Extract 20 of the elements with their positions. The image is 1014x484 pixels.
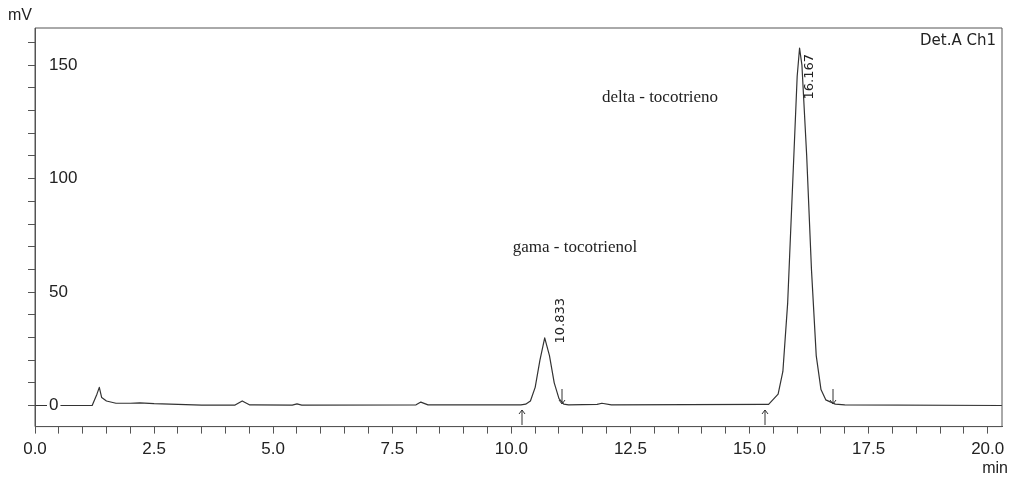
x-tick-label: 7.5 xyxy=(380,439,405,459)
x-tick-label: 10.0 xyxy=(494,439,528,459)
x-tick-label: 17.5 xyxy=(852,439,886,459)
y-axis-title: mV xyxy=(8,6,33,24)
y-tick-label: 50 xyxy=(49,281,68,301)
y-tick-label: 150 xyxy=(49,54,78,74)
x-tick-label: 0.0 xyxy=(23,439,47,459)
annotation: 10.833 xyxy=(552,298,568,344)
y-tick-label: 0 xyxy=(49,395,59,415)
annotation: gama - tocotrienol xyxy=(512,237,638,257)
x-axis-title: min xyxy=(982,459,1008,477)
x-tick-label: 12.5 xyxy=(613,439,647,459)
y-tick-label: 100 xyxy=(49,168,78,188)
x-tick-label: 5.0 xyxy=(261,439,285,459)
x-tick-label: 20.0 xyxy=(971,439,1005,459)
annotation: Det.A Ch1 xyxy=(920,31,996,50)
x-tick-label: 2.5 xyxy=(142,439,166,459)
annotation: 16.167 xyxy=(801,54,817,100)
annotation: delta - tocotrieno xyxy=(601,87,719,107)
x-tick-label: 15.0 xyxy=(732,439,767,459)
